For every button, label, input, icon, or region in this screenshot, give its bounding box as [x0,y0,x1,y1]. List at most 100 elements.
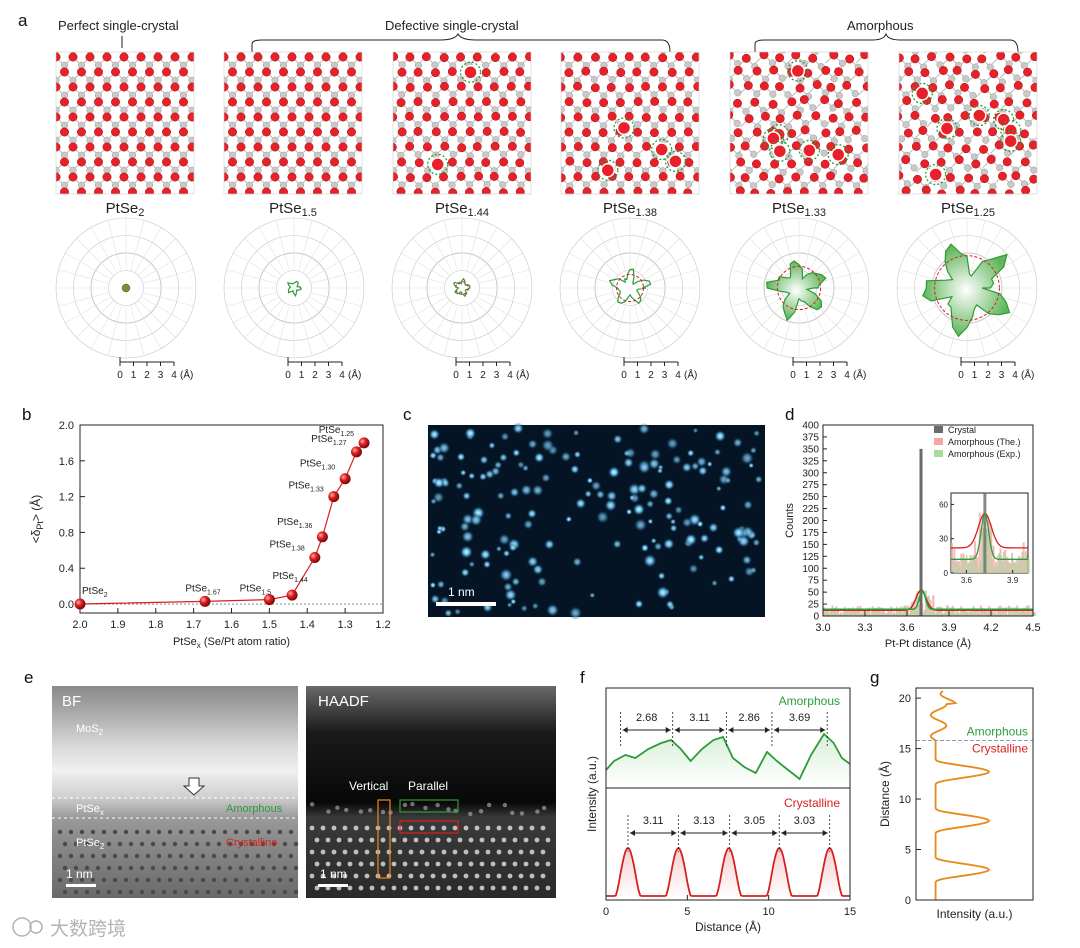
pt-atom [675,52,684,62]
bond [1045,193,1054,201]
bond [209,132,218,140]
pt-atom [708,85,716,93]
pt-atom [372,203,380,211]
pt-atom [330,97,339,107]
x-tick-label-d: 4.2 [983,622,998,634]
pt-atom [803,157,813,167]
se-atom [1007,180,1015,188]
bond [714,86,723,94]
pt-atom [262,127,271,137]
scale-bar-e-haadf [318,884,348,887]
se-atom [685,180,693,189]
se-atom [197,122,204,129]
bar-theory [940,607,943,616]
inset-bar-experiment [1028,558,1030,573]
bond [547,192,556,200]
se-atom [745,45,752,52]
pt-atom [440,141,450,151]
pt-atom [561,113,566,123]
pt-atom [373,203,381,211]
structure-formula-1: PtSe1.5 [269,200,317,219]
pt-atom [313,38,321,46]
pt-atom [938,66,948,75]
se-atom [886,210,893,217]
polar-spoke [107,220,122,272]
pt-atom [381,38,389,46]
haadf-lattice-dot [347,837,353,843]
bond [31,57,40,65]
bond [56,42,65,50]
pt-atom [998,202,1006,210]
bf-lattice-dot [62,841,68,847]
bond [637,42,646,50]
atom-blob [657,571,666,581]
polar-scale-label: 2 [648,370,654,381]
haadf-lattice-dot [446,861,452,867]
bond [544,192,553,200]
pt-atom [564,127,574,137]
legend-swatch-d [934,438,943,445]
bond [48,207,57,215]
haadf-lattice-dot [441,873,447,879]
bf-lattice-dot [200,829,206,835]
pt-atom [759,81,769,91]
pt-atom [701,97,709,105]
polar-scale-label: 3 [831,370,837,381]
haadf-lattice-dot [386,849,392,855]
se-atom [779,168,787,177]
haadf-amorphous-dot [502,802,508,808]
atom-blob [459,545,474,559]
pt-atom [56,142,61,152]
bond [393,108,394,111]
se-atom [685,211,692,218]
pt-atom [430,187,440,194]
se-atom [348,212,355,219]
haadf-lattice-dot [441,849,447,855]
point-label-b: PtSe2 [82,586,108,599]
se-atom [778,74,786,82]
bond [543,86,552,94]
y-tick-label-d: 50 [808,588,820,599]
inset-bar-theory [953,547,956,573]
pt-atom [820,95,830,105]
pt-atom [338,52,348,62]
se-atom [1049,136,1056,143]
bf-lattice-dot [211,877,217,883]
crystalline-arrowhead [629,830,635,836]
pt-atom [413,127,423,136]
pt-atom [447,157,457,167]
bond [839,40,848,48]
polar-mean-ring [776,265,822,311]
se-atom [871,122,878,129]
pt-atom [543,203,551,211]
haadf-lattice-dot [380,837,386,843]
polar-scale-label: 0 [285,370,291,381]
pt-atom [60,187,69,194]
atom-blob [665,599,675,609]
haadf-lattice-dot [386,825,392,831]
structure-2: PtSe1.44 [372,51,556,219]
chart-d: 3.0 3.3 3.6 3.9 4.2 4.50255075100125150175200… [784,421,1041,651]
y-tick-label-d: 125 [802,552,819,563]
pt-atom [842,80,852,90]
bond [546,132,555,140]
se-atom [406,166,414,174]
pt-atom [877,171,885,179]
bond [116,42,125,50]
se-atom [255,197,262,204]
haadf-amorphous-dot [535,809,540,814]
pt-atom [890,96,898,104]
defect-marker [651,138,673,161]
se-atom [769,90,777,98]
haadf-lattice-dot [529,849,535,855]
inset-y-tick-label: 60 [939,500,948,509]
bond [714,147,723,155]
bar-experiment [941,613,944,616]
inset-bar-experiment [970,561,972,573]
bond [224,87,225,88]
pt-atom [211,68,219,76]
atom-blob [595,510,610,524]
polar-spoke [646,269,698,284]
point-label-b: PtSe1.67 [185,583,220,596]
bond [343,42,352,50]
